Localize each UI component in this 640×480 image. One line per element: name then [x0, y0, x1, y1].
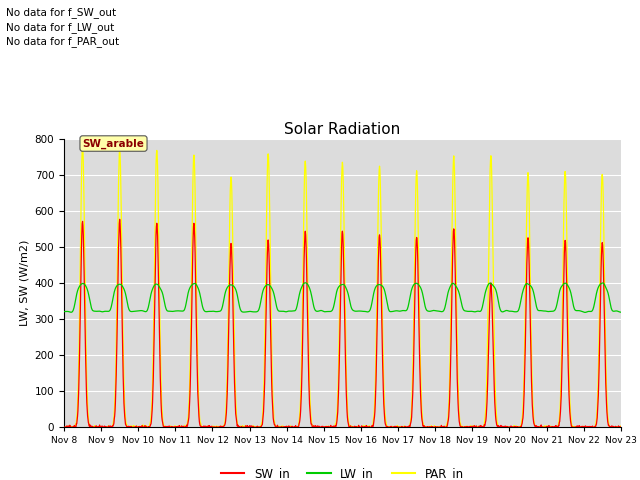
Text: SW_arable: SW_arable: [83, 138, 145, 149]
Text: No data for f_LW_out: No data for f_LW_out: [6, 22, 115, 33]
Text: No data for f_SW_out: No data for f_SW_out: [6, 7, 116, 18]
Y-axis label: LW, SW (W/m2): LW, SW (W/m2): [19, 240, 29, 326]
Title: Solar Radiation: Solar Radiation: [284, 121, 401, 137]
Legend: SW_in, LW_in, PAR_in: SW_in, LW_in, PAR_in: [216, 462, 468, 480]
Text: No data for f_PAR_out: No data for f_PAR_out: [6, 36, 120, 47]
